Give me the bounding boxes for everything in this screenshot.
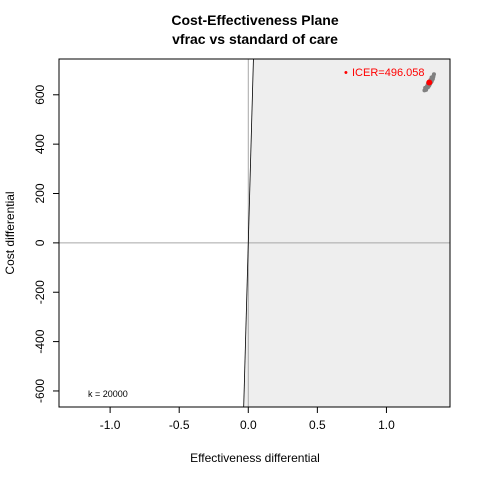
plot-inner [59, 59, 450, 407]
y-tick-label: 200 [33, 183, 47, 203]
y-tick-label: 600 [33, 84, 47, 104]
x-axis-label: Effectiveness differential [190, 451, 320, 465]
y-tick-label: 0 [33, 239, 47, 246]
icer-label: ICER=496.058 [352, 67, 424, 79]
plot-area: -1.0 -0.5 0.0 0.5 1.0 -600 -400 -200 0 200 400 600 [33, 58, 451, 432]
y-tick-label: -400 [33, 329, 47, 353]
y-tick-label: -200 [33, 280, 47, 304]
y-axis-label: Cost differential [3, 191, 17, 274]
wtp-threshold-line [243, 59, 254, 407]
y-tick-label: 400 [33, 134, 47, 154]
icer-point [426, 79, 433, 86]
x-tick-label: 0.5 [309, 418, 326, 432]
chart-title: Cost-Effectiveness Plane [171, 12, 338, 28]
x-tick-label: -1.0 [100, 418, 121, 432]
icer-label-bullet: • [344, 67, 348, 79]
x-tick-label: 0.0 [240, 418, 257, 432]
plot-frame [58, 58, 451, 408]
x-tick-label: 1.0 [378, 418, 395, 432]
acceptability-region [243, 59, 450, 407]
wtp-label: k = 20000 [88, 389, 128, 399]
x-tick-label: -0.5 [169, 418, 190, 432]
chart-subtitle: vfrac vs standard of care [172, 31, 338, 47]
simulation-point [431, 75, 436, 80]
y-tick-label: -600 [33, 379, 47, 403]
